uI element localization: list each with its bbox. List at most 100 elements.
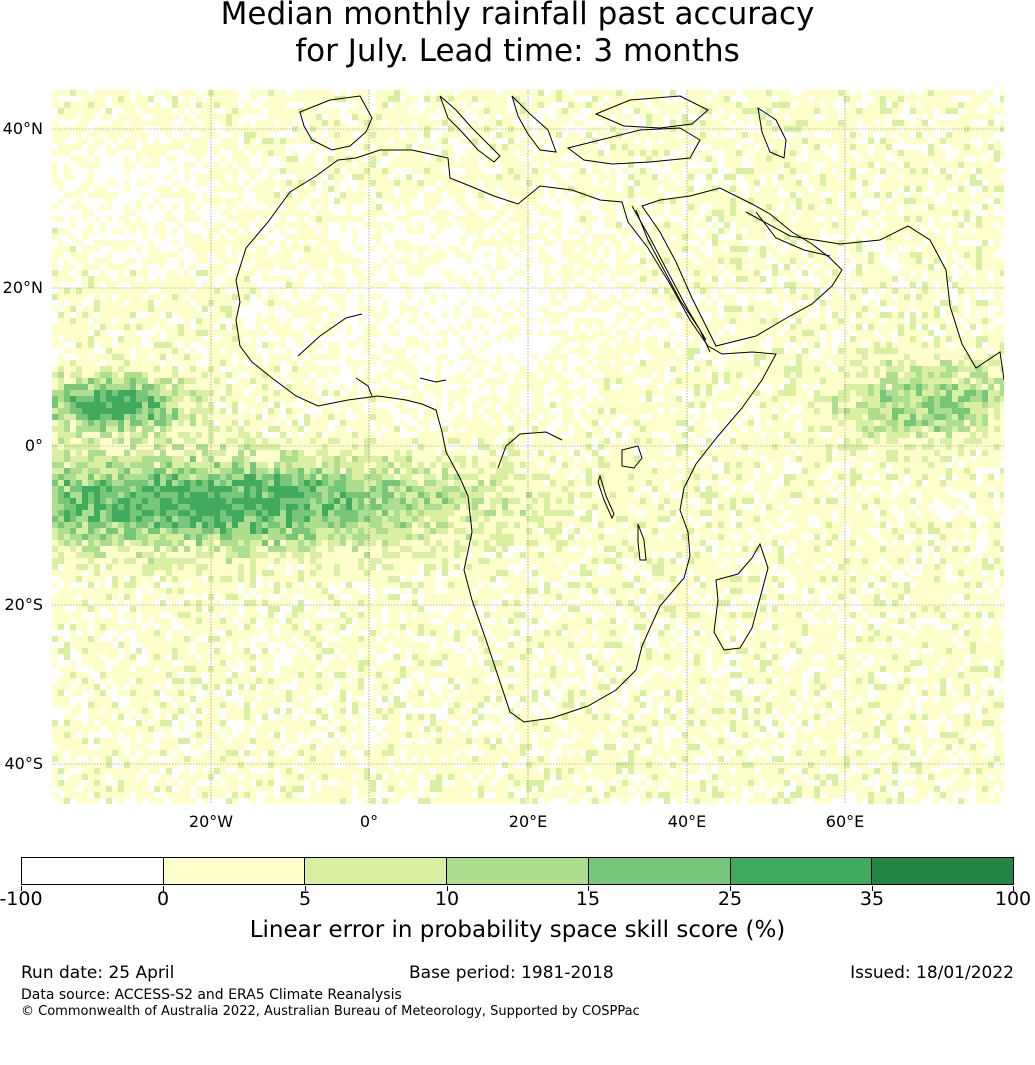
grid-cell — [316, 318, 322, 324]
grid-cell — [424, 348, 430, 354]
grid-cell — [982, 240, 988, 246]
grid-cell — [628, 174, 634, 180]
grid-cell — [550, 120, 556, 126]
grid-cell — [526, 258, 532, 264]
grid-cell — [934, 294, 940, 300]
grid-cell — [76, 318, 82, 324]
grid-cell — [370, 138, 376, 144]
grid-cell — [538, 204, 544, 210]
grid-cell — [910, 162, 916, 168]
grid-cell — [520, 138, 526, 144]
grid-cell — [868, 108, 874, 114]
grid-cell — [292, 204, 298, 210]
grid-cell — [70, 366, 76, 372]
grid-cell — [514, 252, 520, 258]
grid-cell — [418, 228, 424, 234]
grid-cell — [184, 204, 190, 210]
grid-cell — [862, 162, 868, 168]
grid-cell — [712, 318, 718, 324]
grid-cell — [148, 204, 154, 210]
grid-cell — [160, 264, 166, 270]
grid-cell — [70, 174, 76, 180]
grid-cell — [226, 372, 232, 378]
grid-cell — [490, 216, 496, 222]
grid-cell — [796, 180, 802, 186]
grid-cell — [70, 90, 76, 96]
grid-cell — [622, 90, 628, 96]
grid-cell — [754, 162, 760, 168]
grid-cell — [358, 174, 364, 180]
grid-cell — [580, 366, 586, 372]
grid-cell — [580, 318, 586, 324]
grid-cell — [262, 318, 268, 324]
grid-cell — [448, 270, 454, 276]
grid-cell — [844, 174, 850, 180]
grid-cell — [904, 210, 910, 216]
grid-cell — [934, 372, 940, 378]
grid-cell — [154, 318, 160, 324]
grid-cell — [718, 114, 724, 120]
grid-cell — [916, 306, 922, 312]
grid-cell — [646, 372, 652, 378]
grid-cell — [874, 144, 880, 150]
grid-cell — [736, 306, 742, 312]
grid-cell — [580, 240, 586, 246]
grid-cell — [310, 216, 316, 222]
grid-cell — [652, 288, 658, 294]
grid-cell — [712, 324, 718, 330]
grid-cell — [160, 150, 166, 156]
grid-cell — [814, 228, 820, 234]
grid-cell — [142, 120, 148, 126]
grid-cell — [412, 96, 418, 102]
grid-cell — [586, 216, 592, 222]
grid-cell — [136, 270, 142, 276]
grid-cell — [100, 114, 106, 120]
grid-cell — [904, 294, 910, 300]
grid-cell — [952, 138, 958, 144]
grid-cell — [286, 348, 292, 354]
grid-cell — [622, 288, 628, 294]
grid-cell — [328, 348, 334, 354]
grid-cell — [568, 276, 574, 282]
grid-cell — [922, 288, 928, 294]
grid-cell — [268, 114, 274, 120]
grid-cell — [622, 156, 628, 162]
grid-cell — [274, 150, 280, 156]
grid-cell — [652, 210, 658, 216]
grid-cell — [382, 210, 388, 216]
grid-cell — [94, 300, 100, 306]
grid-cell — [568, 264, 574, 270]
grid-cell — [622, 312, 628, 318]
grid-cell — [190, 90, 196, 96]
grid-cell — [952, 282, 958, 288]
grid-cell — [460, 114, 466, 120]
grid-cell — [868, 258, 874, 264]
grid-cell — [118, 90, 124, 96]
grid-cell — [958, 222, 964, 228]
grid-cell — [910, 372, 916, 378]
grid-cell — [154, 144, 160, 150]
grid-cell — [742, 372, 748, 378]
grid-cell — [250, 270, 256, 276]
grid-cell — [418, 162, 424, 168]
grid-cell — [76, 366, 82, 372]
grid-cell — [226, 162, 232, 168]
grid-cell — [790, 336, 796, 342]
grid-cell — [424, 330, 430, 336]
grid-cell — [976, 354, 982, 360]
grid-cell — [478, 306, 484, 312]
grid-cell — [442, 312, 448, 318]
grid-cell — [436, 120, 442, 126]
grid-cell — [376, 114, 382, 120]
grid-cell — [538, 360, 544, 366]
grid-cell — [832, 132, 838, 138]
grid-cell — [820, 306, 826, 312]
grid-cell — [1000, 330, 1004, 336]
grid-cell — [166, 174, 172, 180]
grid-cell — [976, 360, 982, 366]
grid-cell — [286, 318, 292, 324]
grid-cell — [976, 180, 982, 186]
grid-cell — [784, 222, 790, 228]
grid-cell — [988, 354, 994, 360]
grid-cell — [748, 342, 754, 348]
